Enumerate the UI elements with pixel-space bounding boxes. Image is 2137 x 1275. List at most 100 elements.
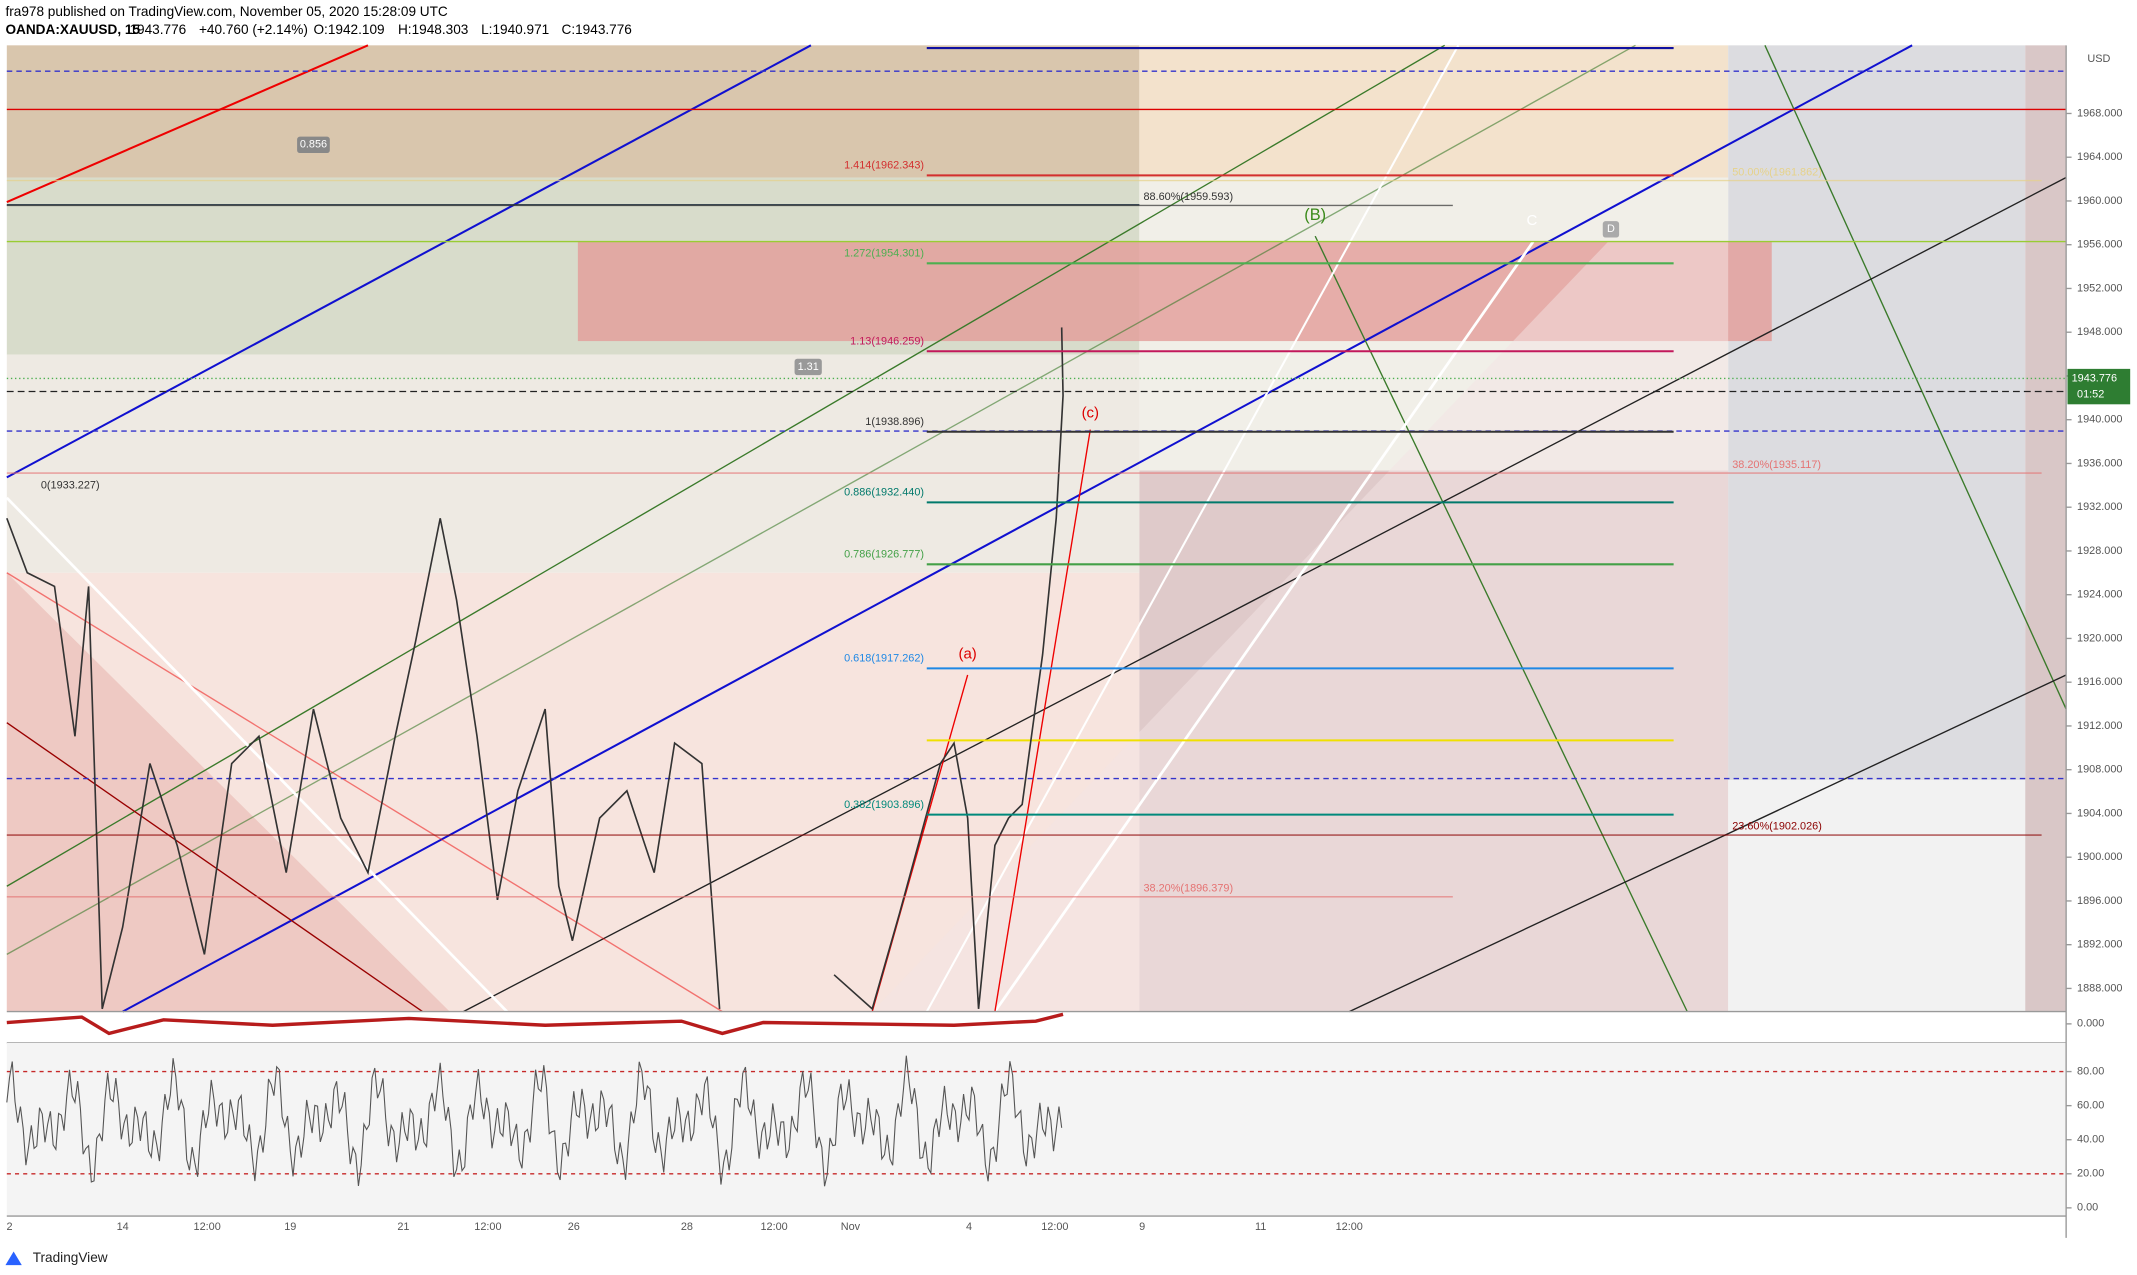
trend-line — [6, 572, 723, 1013]
wave-label: (a) — [958, 645, 976, 662]
current-price-label: 1943.776 — [2072, 372, 2117, 384]
trend-line — [6, 44, 1445, 887]
y-tick-label: 1920.000 — [2077, 632, 2122, 644]
fib-label: 0.786(1926.777) — [844, 549, 924, 561]
x-tick-label: 11 — [1255, 1221, 1266, 1233]
oscillator-upper — [6, 1012, 1064, 1036]
y-tick-label: 1888.000 — [2077, 982, 2122, 994]
x-tick-label: 12:00 — [760, 1221, 787, 1233]
zone — [1139, 45, 1729, 178]
trend-line — [5, 496, 508, 1013]
high: H:1948.303 — [398, 22, 468, 37]
zone — [2025, 45, 2067, 1012]
y-tick-label: 1956.000 — [2077, 239, 2122, 251]
trend-line — [6, 722, 423, 1013]
x-tick-label: 21 — [397, 1221, 409, 1233]
y-tick-label: 60.00 — [2077, 1100, 2104, 1112]
open: O:1942.109 — [313, 22, 384, 37]
y-tick-label: 1912.000 — [2077, 720, 2122, 732]
trend-line — [1348, 674, 2067, 1013]
y-tick-label: 1960.000 — [2077, 195, 2122, 207]
price-path — [833, 327, 1064, 1011]
x-tick-label: 19 — [284, 1221, 296, 1233]
trend-line — [1764, 45, 2067, 710]
zone — [1728, 45, 2026, 780]
fib-label: 1.272(1954.301) — [844, 248, 924, 260]
annotation: 0(1933.227) — [41, 479, 100, 491]
x-tick-label: 2 — [7, 1221, 13, 1233]
oscillator-bg — [6, 1042, 2067, 1217]
y-tick-label: 1936.000 — [2077, 457, 2122, 469]
x-tick-label: 12:00 — [1336, 1221, 1363, 1233]
annotations: 0(1933.227) 0.856 1.31 (B) C D (a) (c) — [41, 136, 1620, 662]
retracement-label: 38.20%(1935.117) — [1732, 459, 1821, 471]
zone — [6, 354, 1140, 573]
y-tick-label: 1948.000 — [2077, 326, 2122, 338]
trend-line — [925, 44, 1460, 1013]
fib-label: 0.886(1932.440) — [844, 487, 924, 499]
y-tick-label: 1892.000 — [2077, 939, 2122, 951]
y-tick-label: 80.00 — [2077, 1065, 2104, 1077]
fib-label: 0.382(1903.896) — [844, 799, 924, 811]
symbol: OANDA:XAUUSD, 15 — [5, 22, 140, 37]
fib-label: 1.414(1962.343) — [844, 160, 924, 172]
publisher: fra978 published on TradingView.com, Nov… — [5, 4, 447, 19]
currency: USD — [2087, 53, 2110, 65]
trend-line — [6, 44, 812, 479]
x-tick-label: 14 — [117, 1221, 129, 1233]
trend-line — [122, 44, 1913, 1013]
y-tick-label: 1924.000 — [2077, 589, 2122, 601]
x-tick-label: 12:00 — [474, 1221, 501, 1233]
y-tick-label: 1952.000 — [2077, 282, 2122, 294]
countdown: 01:52 — [2077, 389, 2104, 401]
wave-label: (c) — [1082, 404, 1099, 421]
y-tick-label: 1900.000 — [2077, 851, 2122, 863]
y-tick-label: 1916.000 — [2077, 676, 2122, 688]
x-tick-label: 12:00 — [1041, 1221, 1068, 1233]
x-tick-label: 12:00 — [194, 1221, 221, 1233]
x-tick-label: 28 — [681, 1221, 693, 1233]
current-price-box — [2067, 368, 2131, 405]
y-tick-label: 1964.000 — [2077, 151, 2122, 163]
change: +40.760 (+2.14%) — [199, 22, 308, 37]
y-tick-label: 40.00 — [2077, 1134, 2104, 1146]
retracement-label: 50.00%(1961.862) — [1732, 166, 1822, 178]
y-tick-label: 1940.000 — [2077, 414, 2122, 426]
zone — [1728, 779, 2026, 1012]
y-tick-label: 1928.000 — [2077, 545, 2122, 557]
badge — [297, 136, 330, 153]
annotation: 0.856 — [300, 139, 327, 151]
logo: TradingView — [33, 1250, 108, 1265]
badge — [794, 358, 822, 376]
wave-label: C — [1526, 212, 1537, 229]
y-tick-label: 1908.000 — [2077, 764, 2122, 776]
x-tick-label: 4 — [966, 1221, 972, 1233]
logo-icon — [5, 1251, 22, 1266]
zones — [6, 45, 2067, 1012]
y-tick-label: 1968.000 — [2077, 107, 2122, 119]
x-tick-label: 9 — [1139, 1221, 1145, 1233]
fib-label: 1(1938.896) — [865, 416, 924, 428]
trend-line — [463, 176, 2067, 1013]
retracement-label: 88.60%(1959.593) — [1143, 191, 1233, 203]
y-tick-label: 1932.000 — [2077, 501, 2122, 513]
fib-label: 1.13(1946.259) — [850, 336, 924, 348]
wave-label: (B) — [1304, 206, 1326, 224]
oscillator-line — [6, 1055, 1063, 1187]
y-tick-label: 0.00 — [2077, 1202, 2098, 1214]
fib-label: 0.618(1917.262) — [844, 653, 924, 665]
wave-line — [994, 429, 1091, 1012]
retracement-label: 38.20%(1896.379) — [1143, 882, 1233, 894]
zone — [872, 241, 1729, 1012]
badge — [1602, 221, 1620, 238]
y-tick-label: 20.00 — [2077, 1168, 2104, 1180]
close: C:1943.776 — [562, 22, 632, 37]
x-tick-label: Nov — [841, 1221, 861, 1233]
last-price: 1943.776 — [129, 22, 186, 37]
annotation: 1.31 — [798, 361, 819, 373]
price-path — [6, 517, 721, 1010]
y-tick-label: 1896.000 — [2077, 895, 2122, 907]
y-tick-label: 0.000 — [2077, 1018, 2104, 1030]
